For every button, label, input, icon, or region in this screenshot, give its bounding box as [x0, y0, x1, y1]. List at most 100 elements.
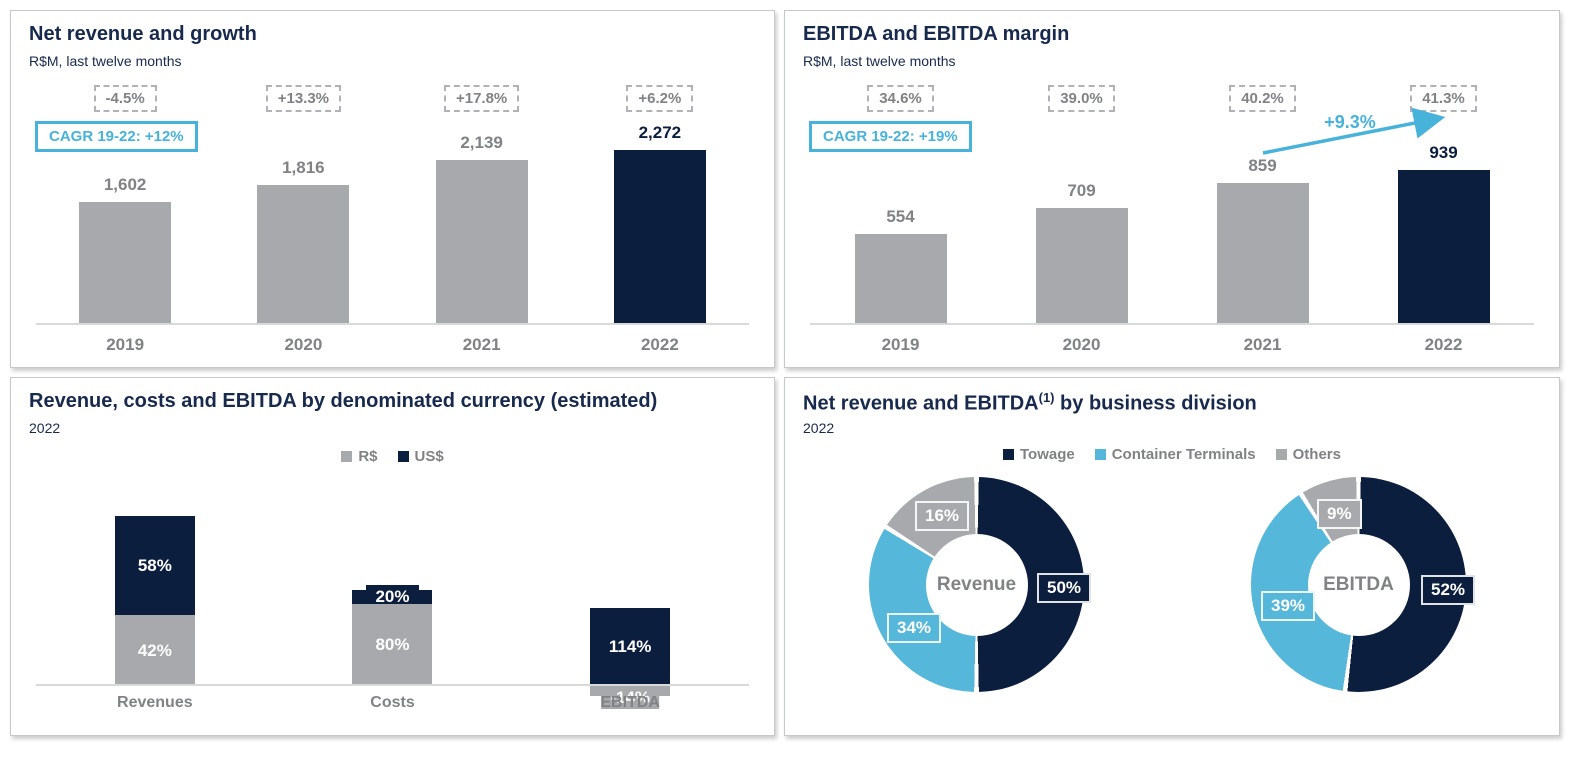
chart-title-rest: by business division [1054, 392, 1257, 415]
bar-2020 [257, 185, 350, 325]
bar-chart-ebitda: 554 709 859 939 [810, 143, 1534, 325]
bar-column-2019: 554 [854, 207, 947, 325]
chart-subtitle: 2022 [803, 420, 835, 436]
chart-subtitle: 2022 [29, 420, 61, 436]
chart-title: Net revenue and growth [29, 23, 257, 45]
year-label: 2021 [1243, 335, 1282, 354]
category-label: EBITDA [600, 694, 660, 711]
legend-item-towage: Towage [1002, 446, 1075, 463]
legend-label: US$ [414, 448, 444, 465]
chart-title: EBITDA and EBITDA margin [803, 23, 1070, 45]
x-axis-labels: 2019 2020 2021 2022 [36, 335, 749, 355]
bar-2019 [79, 202, 172, 325]
category-label: Costs [370, 694, 415, 711]
segment-label: 42% [137, 640, 172, 660]
slice-label-container-terminals: 39% [1261, 591, 1316, 621]
year-label: 2022 [640, 335, 679, 354]
donut-ebitda: EBITDA 52% 39% 9% [1251, 477, 1476, 692]
bar-value: 2,139 [460, 133, 503, 152]
slice-label-others: 16% [915, 501, 970, 531]
chart-title-main: Net revenue and EBITDA [803, 392, 1039, 415]
segment-usd: 58% [114, 516, 195, 615]
donut-revenue: Revenue 50% 34% 16% [869, 477, 1092, 692]
bar-value: 554 [886, 207, 915, 226]
bar-column-2020: 709 [1035, 181, 1128, 325]
legend-item-others: Others [1275, 446, 1341, 463]
bar-2021 [435, 160, 528, 325]
bar-2022 [1397, 170, 1490, 325]
stacked-bar-revenues: 58% 42% [114, 516, 195, 686]
stacked-bar-costs: 20% 80% [352, 585, 433, 686]
bar-2020 [1035, 208, 1128, 325]
x-axis-line [36, 323, 749, 325]
growth-badge-row: -4.5% +13.3% +17.8% +6.2% [36, 85, 749, 112]
segment-rs: 80% [352, 604, 433, 686]
legend-item-container-terminals: Container Terminals [1094, 446, 1256, 463]
year-label: 2020 [1062, 335, 1101, 354]
legend-swatch-others [1275, 449, 1287, 460]
slice-label-towage: 52% [1421, 575, 1476, 605]
bar-column-2019: 1,602 [79, 175, 172, 325]
bar-column-2022: 939 [1397, 143, 1490, 325]
legend-label: Towage [1019, 446, 1075, 463]
stacked-bar-chart: 58% 42% 20% 80% 114% -14% [36, 516, 749, 709]
bar-column-2021: 2,139 [435, 133, 528, 325]
margin-badge: 34.6% [867, 85, 934, 112]
legend: R$ US$ [11, 448, 774, 465]
donut-center-label: EBITDA [1307, 533, 1410, 636]
year-label: 2022 [1424, 335, 1463, 354]
legend: Towage Container Terminals Others [785, 446, 1559, 463]
bar-2019 [854, 234, 947, 325]
margin-badge: 39.0% [1048, 85, 1115, 112]
bar-value: 939 [1429, 143, 1458, 162]
legend-label: Others [1292, 446, 1341, 463]
segment-rs: 42% [114, 615, 195, 686]
year-label: 2020 [284, 335, 323, 354]
slice-label-container-terminals: 34% [887, 613, 942, 643]
bar-value: 1,816 [282, 158, 325, 177]
chart-title: Net revenue and EBITDA(1) by business di… [803, 390, 1257, 416]
slice-label-towage: 50% [1037, 573, 1092, 603]
category-label: Revenues [117, 694, 193, 711]
legend-label: R$ [358, 448, 378, 465]
legend-swatch-towage [1002, 449, 1014, 460]
growth-badge: +17.8% [443, 85, 520, 112]
chart-title: Revenue, costs and EBITDA by denominated… [29, 390, 658, 412]
year-label: 2021 [462, 335, 501, 354]
stacked-bar-ebitda: 114% -14% [590, 608, 671, 709]
margin-badge: 40.2% [1229, 85, 1296, 112]
x-axis-line [36, 684, 749, 686]
panel-currency-split: Revenue, costs and EBITDA by denominated… [10, 377, 775, 736]
segment-label: 114% [608, 637, 652, 656]
panel-ebitda: EBITDA and EBITDA margin R$M, last twelv… [784, 10, 1560, 368]
panel-net-revenue: Net revenue and growth R$M, last twelve … [10, 10, 775, 368]
segment-label: 58% [137, 555, 172, 575]
growth-badge: +6.2% [626, 85, 694, 112]
x-axis-line [810, 323, 1534, 325]
segment-usd: 114% [590, 608, 671, 686]
arrow-growth-label: +9.3% [1324, 112, 1376, 132]
year-label: 2019 [106, 335, 145, 354]
x-axis-labels: 2019 2020 2021 2022 [810, 335, 1534, 355]
bar-column-2021: 859 [1216, 156, 1309, 325]
slice-label-others: 9% [1317, 499, 1362, 529]
x-axis-labels: Revenues Costs EBITDA [36, 694, 749, 712]
segment-usd: 20% [352, 585, 433, 609]
bar-column-2022: 2,272 [613, 123, 706, 325]
legend-swatch-usd [397, 451, 409, 462]
cagr-badge: CAGR 19-22: +12% [35, 121, 198, 152]
bar-2021 [1216, 183, 1309, 325]
bar-value: 1,602 [103, 175, 147, 194]
margin-badge-row: 34.6% 39.0% 40.2% 41.3% [810, 85, 1534, 112]
bar-2022 [613, 150, 706, 325]
bar-value: 859 [1248, 156, 1277, 175]
growth-badge: -4.5% [93, 85, 157, 112]
bar-value: 709 [1067, 181, 1096, 200]
legend-label: Container Terminals [1111, 446, 1256, 463]
bar-chart-net-revenue: 1,602 1,816 2,139 2,272 [36, 123, 749, 325]
legend-item-rs: R$ [341, 448, 378, 465]
cagr-badge: CAGR 19-22: +19% [809, 121, 972, 152]
year-label: 2019 [881, 335, 920, 354]
donut-center-label: Revenue [925, 533, 1028, 636]
